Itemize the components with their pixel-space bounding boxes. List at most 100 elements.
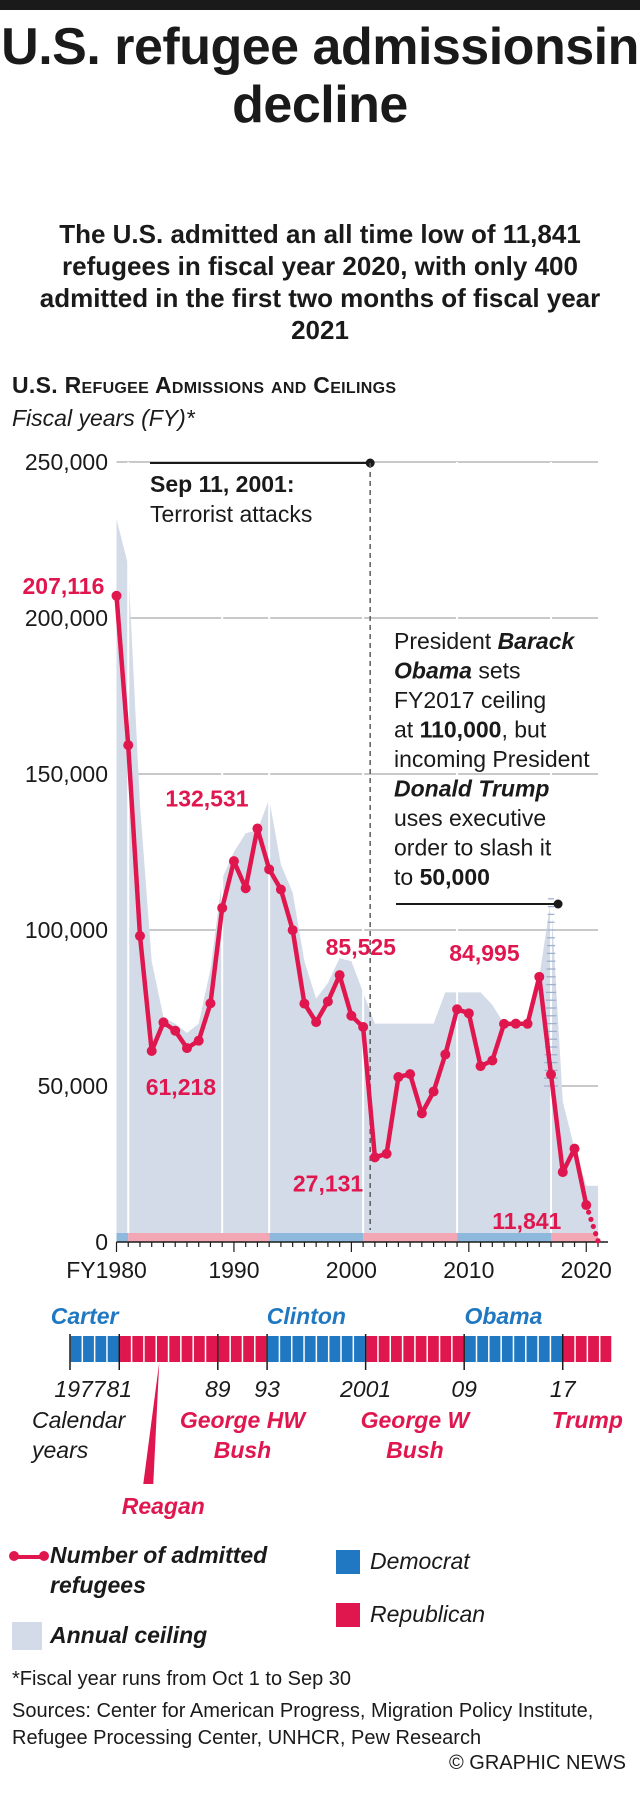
ceiling-note-run: Barack: [498, 628, 576, 654]
axis-presidency-band: [269, 1233, 364, 1242]
refugee-data-point: [322, 996, 333, 1007]
president-label: Carter: [51, 1303, 120, 1329]
refugee-data-point: [228, 856, 239, 867]
ceiling-note-run: , but: [501, 717, 546, 743]
chart-subheading: Fiscal years (FY)*: [12, 405, 195, 431]
ceiling-note-run: at: [394, 717, 420, 743]
refugee-data-point: [158, 1017, 169, 1028]
refugee-data-point: [311, 1017, 322, 1028]
refugee-data-point: [452, 1004, 463, 1015]
president-label: Bush: [214, 1437, 272, 1463]
refugee-data-point: [381, 1148, 392, 1159]
ceiling-note-line: to 50,000: [394, 864, 490, 890]
fy2021-projection-dot: [586, 1209, 592, 1215]
timeline-year-label: 81: [106, 1376, 132, 1402]
x-tick-label: 2020: [561, 1257, 612, 1283]
y-tick-label: 150,000: [25, 761, 108, 787]
refugee-data-point: [475, 1061, 486, 1072]
legend-republican: Republican: [370, 1601, 486, 1627]
president-label: George W: [361, 1407, 472, 1433]
timeline-year-label: 2001: [339, 1376, 391, 1402]
x-tick-label: 2000: [326, 1257, 377, 1283]
x-tick-label: 1990: [208, 1257, 259, 1283]
ceiling-note-run: sets: [472, 658, 521, 684]
fy2021-projection-dot: [593, 1231, 599, 1237]
calendar-years-label: Calendar: [32, 1407, 127, 1433]
y-tick-label: 200,000: [25, 605, 108, 631]
refugee-data-point: [440, 1049, 451, 1060]
timeline-year-label: 17: [550, 1376, 577, 1402]
fy2021-projection-dot: [588, 1216, 594, 1222]
ceiling-note-run: Obama: [394, 658, 472, 684]
president-label: Reagan: [122, 1493, 205, 1519]
axis-presidency-band: [128, 1233, 270, 1242]
timeline-year-label: 93: [254, 1376, 280, 1402]
axis-presidency-band: [116, 1233, 129, 1242]
refugee-data-point: [428, 1086, 439, 1097]
value-label: 84,995: [449, 940, 520, 966]
refugee-data-point: [170, 1025, 181, 1036]
value-label: 61,218: [146, 1074, 217, 1100]
ceiling-note-leader-dot: [553, 899, 563, 909]
ceiling-note-line: Donald Trump: [394, 776, 549, 802]
refugee-data-point: [358, 1021, 369, 1032]
value-label: 27,131: [293, 1170, 364, 1196]
refugee-chart: 250,000 200,000 150,000 100,000 50,000 0FY198…: [23, 449, 623, 1519]
timeline-year-label: 1977: [54, 1376, 106, 1402]
refugee-data-point: [534, 971, 545, 982]
ceiling-legend-swatch: [12, 1622, 42, 1650]
democrat-legend-swatch: [336, 1550, 360, 1574]
president-label: Trump: [552, 1407, 623, 1433]
legend-ceiling: Annual ceiling: [50, 1622, 208, 1648]
refugee-data-point: [499, 1018, 510, 1029]
ceiling-note-run: 50,000: [420, 864, 490, 890]
reagan-callout-wedge: [143, 1362, 160, 1484]
refugee-data-point: [463, 1008, 474, 1019]
refugee-data-point: [275, 884, 286, 895]
president-label: George HW: [180, 1407, 308, 1433]
refugee-data-point: [557, 1167, 568, 1178]
refugee-data-point: [581, 1200, 592, 1211]
fy2021-projection-dot: [595, 1238, 601, 1244]
refugee-line-legend-swatch: [9, 1551, 49, 1561]
chart-heading: U.S. Refugee Admissions and Ceilings: [12, 372, 397, 398]
legend-democrat: Democrat: [370, 1548, 470, 1574]
refugee-data-point: [123, 740, 134, 751]
x-tick-label: FY1980: [66, 1257, 147, 1283]
ceiling-note-run: to: [394, 864, 420, 890]
refugee-data-point: [193, 1035, 204, 1046]
refugee-data-point: [111, 590, 122, 601]
refugee-data-point: [205, 998, 216, 1009]
refugee-data-point: [416, 1108, 427, 1119]
legend-refugees: Number of admitted refugees: [50, 1542, 268, 1598]
refugee-data-point: [134, 930, 145, 941]
ceiling-note-line: at 110,000, but: [394, 717, 547, 743]
refugee-data-point: [299, 998, 310, 1009]
axis-presidency-band: [551, 1233, 598, 1242]
ceiling-note-run: President: [394, 628, 498, 654]
ceiling-note-run: incoming President: [394, 746, 590, 772]
calendar-years-label: years: [30, 1437, 89, 1463]
timeline-year-label: 09: [451, 1376, 477, 1402]
ceiling-note-line: FY2017 ceiling: [394, 687, 546, 713]
x-tick-label: 2010: [443, 1257, 494, 1283]
ceiling-note-line: President Barack: [394, 628, 575, 654]
refugee-data-point: [569, 1143, 580, 1154]
refugee-data-point: [546, 1069, 557, 1080]
refugee-data-point: [393, 1072, 404, 1083]
republican-legend-swatch: [336, 1603, 360, 1627]
sep11-text: Terrorist attacks: [150, 501, 312, 527]
refugee-data-point: [264, 864, 275, 875]
value-label: 85,525: [326, 934, 397, 960]
credit: © GRAPHIC NEWS: [449, 1752, 626, 1774]
refugee-data-point: [217, 902, 228, 913]
axis-presidency-band: [457, 1233, 552, 1242]
top-bar: [0, 0, 640, 10]
refugee-data-point: [369, 1152, 380, 1163]
timeline-year-label: 89: [205, 1376, 231, 1402]
president-label: Clinton: [267, 1303, 346, 1329]
refugee-data-point: [334, 970, 345, 981]
value-label: 11,841: [492, 1208, 561, 1234]
refugee-data-point: [510, 1018, 521, 1029]
refugee-data-point: [252, 823, 263, 834]
